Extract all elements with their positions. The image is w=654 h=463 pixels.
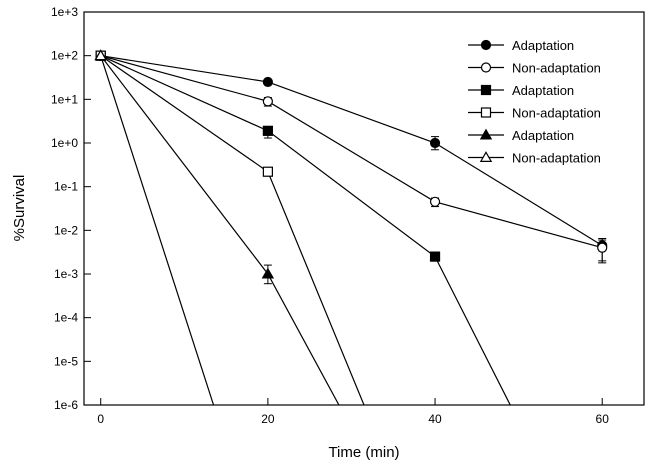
open-circle-marker bbox=[480, 62, 492, 73]
x-tick-label: 0 bbox=[97, 412, 104, 426]
y-tick-label: 1e+0 bbox=[51, 136, 78, 150]
x-axis: 0 20 40 60 bbox=[97, 398, 609, 426]
y-tick-label: 1e+3 bbox=[51, 5, 78, 19]
series-line bbox=[100, 55, 603, 249]
filled-circle-marker bbox=[480, 39, 492, 51]
legend-item: Non-adaptation bbox=[468, 61, 601, 76]
open-triangle-marker bbox=[479, 151, 493, 162]
series-6 bbox=[94, 49, 215, 405]
y-tick-label: 1e-1 bbox=[54, 180, 78, 194]
open-circle-marker bbox=[262, 96, 273, 107]
y-axis: 1e-6 1e-5 1e-4 1e-3 1e-2 1e-1 1e+0 1e+1 1e+2 1e+3 bbox=[51, 5, 91, 412]
legend-label: Adaptation bbox=[512, 83, 574, 98]
x-tick-label: 40 bbox=[428, 412, 442, 426]
y-tick-label: 1e-2 bbox=[54, 223, 78, 237]
series-3 bbox=[95, 50, 511, 405]
series-layer bbox=[94, 49, 608, 405]
legend-label: Non-adaptation bbox=[512, 106, 601, 121]
x-axis-title: Time (min) bbox=[328, 444, 399, 461]
open-circle-marker bbox=[597, 242, 608, 253]
y-tick-label: 1e-3 bbox=[54, 267, 78, 281]
series-line bbox=[100, 55, 215, 405]
open-circle-marker bbox=[429, 196, 441, 207]
series-4 bbox=[95, 50, 365, 405]
filled-circle-marker bbox=[429, 137, 441, 149]
series-5 bbox=[94, 49, 340, 405]
legend-item: Non-adaptation bbox=[468, 151, 601, 166]
open-triangle-marker bbox=[94, 49, 107, 61]
open-square-marker bbox=[262, 166, 273, 177]
series-line bbox=[100, 55, 340, 405]
legend: Adaptation Non-adaptation Adaptation Non-ad… bbox=[468, 38, 601, 166]
filled-square-marker bbox=[429, 251, 441, 262]
y-tick-label: 1e-5 bbox=[54, 354, 78, 368]
y-tick-label: 1e+1 bbox=[51, 92, 78, 106]
y-axis-title: %Survival bbox=[11, 175, 28, 242]
filled-square-marker bbox=[480, 84, 492, 96]
legend-item: Adaptation bbox=[468, 128, 574, 143]
series-line bbox=[100, 55, 511, 405]
x-tick-label: 20 bbox=[261, 412, 275, 426]
legend-item: Adaptation bbox=[468, 83, 574, 98]
filled-circle-marker bbox=[262, 76, 273, 88]
series-line bbox=[100, 55, 603, 246]
y-tick-label: 1e-6 bbox=[54, 398, 78, 412]
legend-label: Adaptation bbox=[512, 38, 574, 53]
y-tick-label: 1e-4 bbox=[54, 311, 78, 325]
y-tick-label: 1e+2 bbox=[51, 49, 78, 63]
filled-triangle-marker bbox=[479, 128, 493, 140]
filled-square-marker bbox=[262, 125, 273, 136]
legend-label: Adaptation bbox=[512, 128, 574, 143]
legend-item: Adaptation bbox=[468, 38, 574, 53]
legend-label: Non-adaptation bbox=[512, 61, 601, 76]
legend-label: Non-adaptation bbox=[512, 151, 601, 166]
open-square-marker bbox=[480, 107, 492, 118]
filled-triangle-marker bbox=[261, 267, 275, 279]
x-tick-label: 60 bbox=[596, 412, 610, 426]
legend-item: Non-adaptation bbox=[468, 106, 601, 121]
